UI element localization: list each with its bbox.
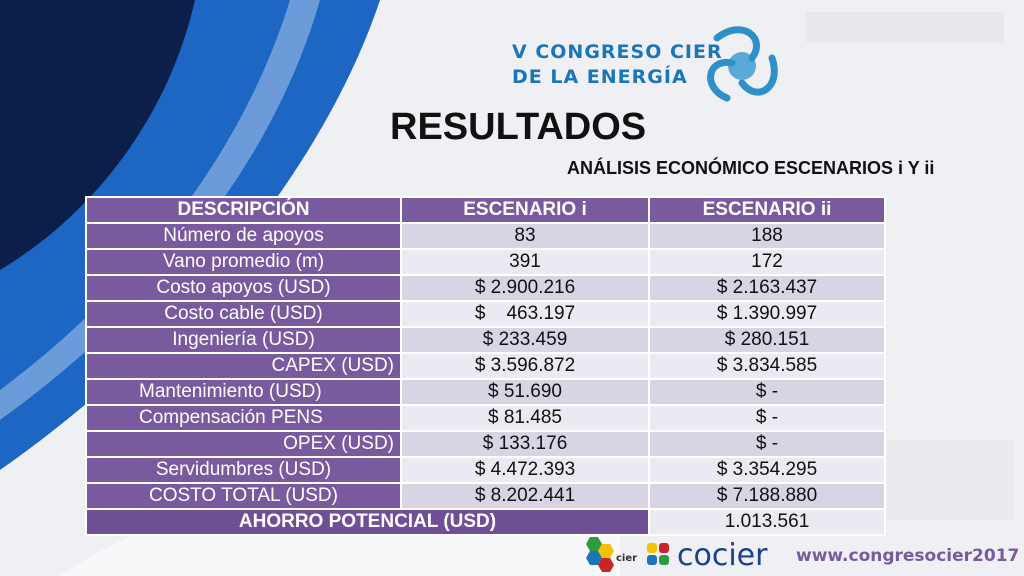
row-description: Costo cable (USD) [85, 300, 402, 328]
top-right-box [806, 12, 1004, 42]
row-value-i: $ 133.176 [400, 430, 650, 458]
row-value-ii: 188 [648, 222, 886, 250]
table-row: Costo apoyos (USD) $ 2.900.216 $ 2.163.4… [85, 274, 886, 302]
page-title: RESULTADOS [390, 106, 647, 148]
total-row: AHORRO POTENCIAL (USD) 1.013.561 [85, 508, 886, 536]
row-value-i: $ 3.596.872 [400, 352, 650, 380]
row-description: OPEX (USD) [85, 430, 402, 458]
row-value-ii: $ - [648, 404, 886, 432]
table-row: Mantenimiento (USD) $ 51.690 $ - [85, 378, 886, 406]
row-value-ii: 172 [648, 248, 886, 276]
swirl-icon [707, 26, 778, 102]
row-value-i: $ 81.485 [400, 404, 650, 432]
total-value: 1.013.561 [648, 508, 886, 536]
row-value-ii: $ 3.834.585 [648, 352, 886, 380]
row-value-ii: $ 2.163.437 [648, 274, 886, 302]
row-value-i: 83 [400, 222, 650, 250]
row-value-i: $ 463.197 [400, 300, 650, 328]
table-row: Costo cable (USD) $ 463.197 $ 1.390.997 [85, 300, 886, 328]
right-box [885, 440, 1015, 520]
congress-logo: V CONGRESO CIER DE LA ENERGÍA [512, 26, 792, 110]
cocier-logo: cocier [645, 538, 767, 573]
bg-navy-shape [0, 0, 195, 270]
row-value-i: $ 4.472.393 [400, 456, 650, 484]
table-row: Compensación PENS $ 81.485 $ - [85, 404, 886, 432]
table-row: Servidumbres (USD) $ 4.472.393 $ 3.354.2… [85, 456, 886, 484]
row-value-ii: $ - [648, 430, 886, 458]
table-row: Vano promedio (m) 391 172 [85, 248, 886, 276]
logo-text: V CONGRESO CIER DE LA ENERGÍA [512, 40, 723, 90]
header-escenario-ii: ESCENARIO ii [648, 196, 886, 224]
row-value-i: 391 [400, 248, 650, 276]
row-description: Ingeniería (USD) [85, 326, 402, 354]
cocier-icon [647, 542, 669, 565]
table-row: Número de apoyos 83 188 [85, 222, 886, 250]
table-row: OPEX (USD) $ 133.176 $ - [85, 430, 886, 458]
row-value-ii: $ 280.151 [648, 326, 886, 354]
table-header-row: DESCRIPCIÓN ESCENARIO i ESCENARIO ii [85, 196, 886, 224]
total-label: AHORRO POTENCIAL (USD) [85, 508, 650, 536]
row-value-i: $ 233.459 [400, 326, 650, 354]
page-subtitle: ANÁLISIS ECONÓMICO ESCENARIOS i Y ii [567, 158, 935, 178]
logo-line1: V CONGRESO CIER [512, 41, 723, 63]
header-escenario-i: ESCENARIO i [400, 196, 650, 224]
table-row: CAPEX (USD) $ 3.596.872 $ 3.834.585 [85, 352, 886, 380]
row-description: Costo apoyos (USD) [85, 274, 402, 302]
row-value-i: $ 2.900.216 [400, 274, 650, 302]
row-value-ii: $ 7.188.880 [648, 482, 886, 510]
results-table: DESCRIPCIÓN ESCENARIO i ESCENARIO ii Núm… [85, 196, 886, 536]
row-value-i: $ 51.690 [400, 378, 650, 406]
bg-light-stripe [0, 0, 320, 420]
header-descripcion: DESCRIPCIÓN [85, 196, 402, 224]
row-description: COSTO TOTAL (USD) [85, 482, 402, 510]
row-value-i: $ 8.202.441 [400, 482, 650, 510]
row-value-ii: $ 1.390.997 [648, 300, 886, 328]
row-value-ii: $ - [648, 378, 886, 406]
row-description: Servidumbres (USD) [85, 456, 402, 484]
table-row: Ingeniería (USD) $ 233.459 $ 280.151 [85, 326, 886, 354]
logo-line2: DE LA ENERGÍA [512, 66, 688, 88]
row-description: Mantenimiento (USD) [85, 378, 402, 406]
cier-logo-icon: cier [586, 537, 637, 572]
row-value-ii: $ 3.354.295 [648, 456, 886, 484]
row-description: Número de apoyos [85, 222, 402, 250]
table-row: COSTO TOTAL (USD) $ 8.202.441 $ 7.188.88… [85, 482, 886, 510]
website-url[interactable]: www.congresocier2017 [796, 546, 1020, 566]
cier-logo-text: cier [616, 553, 637, 564]
row-description: Compensación PENS [85, 404, 402, 432]
cocier-text: cocier [677, 538, 768, 573]
row-description: CAPEX (USD) [85, 352, 402, 380]
row-description: Vano promedio (m) [85, 248, 402, 276]
